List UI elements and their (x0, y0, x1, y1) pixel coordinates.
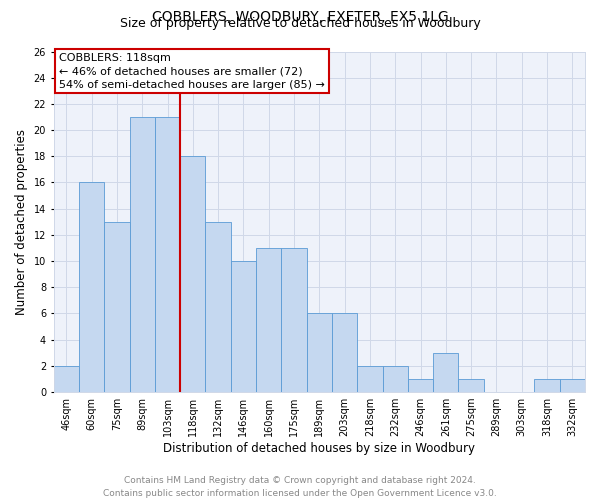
Text: Contains HM Land Registry data © Crown copyright and database right 2024.
Contai: Contains HM Land Registry data © Crown c… (103, 476, 497, 498)
Bar (307, 314, 332, 392)
Text: COBBLERS: 118sqm
← 46% of detached houses are smaller (72)
54% of semi-detached : COBBLERS: 118sqm ← 46% of detached house… (59, 53, 325, 90)
Text: COBBLERS, WOODBURY, EXETER, EX5 1LG: COBBLERS, WOODBURY, EXETER, EX5 1LG (152, 10, 448, 24)
Text: Size of property relative to detached houses in Woodbury: Size of property relative to detached ho… (119, 18, 481, 30)
Bar (383, 366, 408, 392)
Bar (357, 366, 383, 392)
Bar (332, 314, 357, 392)
Bar (458, 379, 484, 392)
Bar (256, 248, 281, 392)
Bar (53, 366, 79, 392)
Bar (560, 379, 585, 392)
Bar (155, 117, 180, 392)
Bar (535, 379, 560, 392)
Bar (104, 222, 130, 392)
Bar (231, 261, 256, 392)
Bar (281, 248, 307, 392)
Bar (433, 353, 458, 392)
Bar (79, 182, 104, 392)
Bar (180, 156, 205, 392)
Y-axis label: Number of detached properties: Number of detached properties (15, 129, 28, 315)
X-axis label: Distribution of detached houses by size in Woodbury: Distribution of detached houses by size … (163, 442, 475, 455)
Bar (130, 117, 155, 392)
Bar (205, 222, 231, 392)
Bar (408, 379, 433, 392)
